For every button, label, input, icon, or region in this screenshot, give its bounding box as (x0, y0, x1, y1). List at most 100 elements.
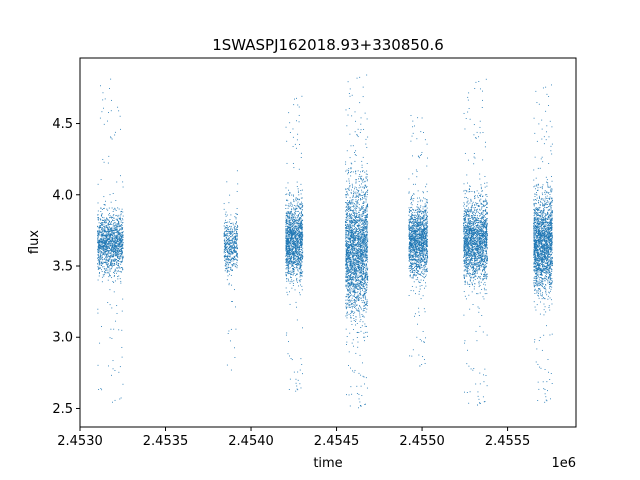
scatter-point (288, 193, 290, 195)
scatter-point (298, 225, 299, 227)
scatter-point (116, 232, 118, 234)
scatter-point (103, 227, 105, 229)
scatter-point (106, 254, 108, 256)
scatter-point (294, 289, 296, 291)
scatter-point (225, 263, 227, 265)
scatter-point (223, 225, 225, 227)
scatter-point (351, 236, 353, 237)
scatter-point (355, 280, 357, 282)
scatter-point (292, 136, 294, 138)
scatter-point (292, 234, 294, 236)
scatter-point (234, 251, 236, 253)
scatter-point (297, 232, 299, 234)
scatter-point (285, 249, 287, 251)
scatter-point (226, 241, 228, 243)
scatter-point (364, 275, 366, 277)
scatter-point (103, 261, 105, 263)
scatter-point (102, 250, 104, 252)
scatter-point (361, 258, 363, 260)
scatter-point (236, 254, 238, 256)
scatter-point (288, 242, 290, 244)
scatter-point (302, 234, 304, 236)
scatter-point (110, 328, 112, 330)
scatter-point (235, 213, 237, 214)
scatter-point (110, 241, 112, 243)
scatter-point (235, 216, 237, 218)
scatter-point (115, 254, 117, 256)
scatter-point (285, 254, 287, 256)
scatter-point (348, 189, 350, 191)
scatter-point (98, 388, 100, 390)
scatter-point (287, 270, 289, 272)
scatter-point (299, 234, 300, 236)
scatter-point (295, 237, 296, 239)
scatter-point (346, 273, 348, 275)
scatter-point (110, 234, 112, 235)
scatter-point (223, 203, 225, 205)
scatter-point (291, 218, 292, 220)
scatter-point (102, 262, 104, 264)
scatter-point (361, 206, 363, 208)
scatter-point (299, 222, 301, 224)
scatter-point (363, 226, 365, 228)
scatter-point (297, 262, 299, 264)
scatter-point (293, 280, 295, 282)
scatter-point (231, 301, 233, 302)
scatter-point (349, 210, 351, 212)
scatter-point (349, 237, 351, 239)
scatter-point (98, 229, 100, 231)
scatter-point (353, 304, 355, 306)
scatter-point (347, 81, 349, 83)
scatter-point (286, 252, 288, 253)
scatter-point (297, 257, 299, 259)
scatter-point (297, 232, 299, 234)
scatter-point (302, 213, 304, 215)
scatter-point (99, 261, 101, 263)
scatter-point (285, 224, 287, 226)
scatter-point (354, 247, 356, 249)
scatter-point (224, 246, 226, 248)
scatter-point (357, 310, 359, 312)
scatter-point (365, 191, 367, 193)
scatter-point (347, 281, 349, 283)
scatter-point (228, 248, 230, 250)
scatter-point (357, 238, 359, 240)
scatter-point (101, 271, 103, 272)
scatter-point (298, 247, 300, 249)
scatter-point (357, 283, 359, 285)
scatter-point (122, 234, 124, 236)
scatter-point (121, 231, 123, 233)
scatter-point (361, 314, 363, 315)
scatter-point (108, 236, 110, 238)
scatter-point (351, 289, 353, 291)
scatter-point (346, 203, 348, 205)
scatter-point (360, 217, 362, 219)
scatter-point (122, 256, 124, 258)
scatter-point (119, 225, 121, 227)
scatter-point (285, 245, 287, 247)
scatter-point (297, 229, 298, 231)
scatter-point (287, 273, 289, 275)
scatter-point (104, 219, 106, 221)
scatter-point (107, 247, 109, 249)
scatter-point (227, 221, 229, 223)
scatter-point (345, 258, 347, 260)
scatter-point (102, 274, 104, 276)
scatter-point (121, 234, 123, 236)
scatter-point (351, 303, 353, 304)
scatter-point (227, 251, 229, 253)
scatter-point (226, 242, 228, 244)
scatter-point (292, 256, 294, 258)
scatter-point (361, 183, 362, 185)
scatter-point (289, 259, 291, 261)
scatter-point (236, 254, 238, 256)
scatter-point (113, 249, 115, 251)
scatter-point (112, 220, 114, 222)
scatter-point (231, 264, 233, 265)
scatter-point (294, 234, 296, 236)
scatter-point (119, 115, 121, 117)
scatter-point (111, 99, 112, 101)
scatter-point (102, 246, 104, 248)
scatter-point (351, 342, 353, 344)
